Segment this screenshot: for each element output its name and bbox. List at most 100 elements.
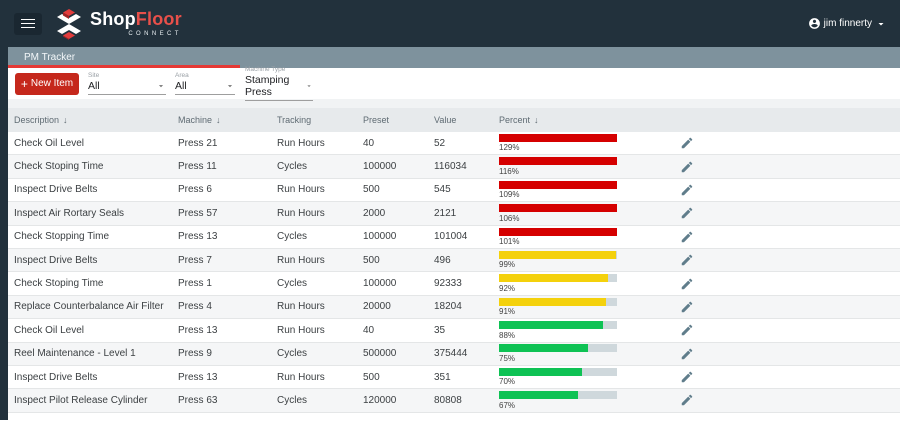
brand-title-floor: Floor xyxy=(135,9,182,29)
percent-bar-fill xyxy=(499,250,616,259)
cell-preset: 40 xyxy=(363,137,375,149)
dropdown-arrow-icon xyxy=(227,85,233,88)
table-row: Check Stoping Time Press 1 Cycles 100000… xyxy=(8,272,900,296)
shopfloor-logo-icon xyxy=(57,8,81,40)
cell-description: Check Stopping Time xyxy=(14,231,110,243)
cell-tracking: Run Hours xyxy=(277,254,325,266)
column-header-value[interactable]: Value xyxy=(434,115,457,125)
cell-percent: 116% xyxy=(499,157,680,176)
edit-row-button[interactable] xyxy=(680,347,694,361)
cell-percent: 92% xyxy=(499,274,680,293)
cell-machine: Press 63 xyxy=(178,394,218,406)
pencil-edit-icon xyxy=(681,301,693,313)
percent-bar-track xyxy=(499,367,617,376)
cell-tracking: Cycles xyxy=(277,231,308,243)
brand-title: ShopFloor xyxy=(90,9,182,29)
cell-description: Check Oil Level xyxy=(14,137,85,149)
cell-preset: 500 xyxy=(363,371,380,383)
spacer-band xyxy=(8,99,900,108)
edit-row-button[interactable] xyxy=(680,183,694,197)
table-row: Inspect Drive Belts Press 13 Run Hours 5… xyxy=(8,365,900,390)
cell-machine: Press 13 xyxy=(178,371,218,383)
cell-tracking: Cycles xyxy=(277,348,308,360)
cell-percent: 101% xyxy=(499,227,680,246)
cell-preset: 100000 xyxy=(363,278,397,290)
column-header-tracking[interactable]: Tracking xyxy=(277,115,312,125)
cell-percent: 88% xyxy=(499,321,680,340)
cell-value: 101004 xyxy=(434,231,468,243)
sort-down-icon: ↓ xyxy=(534,115,539,125)
percent-bar-fill xyxy=(499,321,603,330)
pencil-edit-icon xyxy=(681,325,693,336)
edit-row-button[interactable] xyxy=(680,323,694,337)
new-item-button[interactable]: + New Item xyxy=(15,72,79,95)
percent-bar-fill xyxy=(499,344,588,353)
cell-machine: Press 6 xyxy=(178,184,212,196)
percent-bar-track xyxy=(499,321,617,330)
percent-label: 92% xyxy=(499,283,516,293)
cell-tracking: Run Hours xyxy=(277,184,325,196)
cell-preset: 2000 xyxy=(363,207,386,219)
edit-row-button[interactable] xyxy=(680,277,694,291)
column-header-percent[interactable]: Percent ↓ xyxy=(499,115,539,125)
edit-row-button[interactable] xyxy=(680,253,694,267)
cell-description: Replace Counterbalance Air Filter xyxy=(14,301,164,313)
collapsed-sidebar-strip xyxy=(0,47,8,420)
edit-row-button[interactable] xyxy=(680,230,694,244)
cell-percent: 70% xyxy=(499,367,680,386)
cell-percent: 109% xyxy=(499,180,680,199)
pencil-edit-icon xyxy=(681,254,693,266)
percent-bar-track xyxy=(499,250,617,259)
cell-value: 2121 xyxy=(434,207,457,219)
cell-machine: Press 9 xyxy=(178,348,212,360)
column-header-machine[interactable]: Machine ↓ xyxy=(178,115,221,125)
table-row: Check Stopping Time Press 13 Cycles 1000… xyxy=(8,225,900,249)
percent-bar-track xyxy=(499,391,617,400)
cell-value: 545 xyxy=(434,184,451,196)
pencil-edit-icon xyxy=(681,395,693,406)
cell-percent: 106% xyxy=(499,204,680,223)
cell-preset: 500000 xyxy=(363,348,397,360)
cell-percent: 67% xyxy=(499,391,680,410)
cell-value: 116034 xyxy=(434,161,467,173)
table-row: Inspect Pilot Release Cylinder Press 63 … xyxy=(8,389,900,413)
edit-row-button[interactable] xyxy=(680,160,694,174)
edit-row-button[interactable] xyxy=(680,393,694,407)
active-tab-indicator xyxy=(8,65,240,68)
percent-bar-fill xyxy=(499,180,617,189)
table-body: Check Oil Level Press 21 Run Hours 40 52… xyxy=(8,132,900,413)
pencil-edit-icon xyxy=(681,278,693,289)
column-header-description[interactable]: Description ↓ xyxy=(14,115,68,125)
percent-label: 75% xyxy=(499,353,516,363)
percent-bar-fill xyxy=(499,157,617,166)
edit-row-button[interactable] xyxy=(680,206,694,220)
cell-machine: Press 13 xyxy=(178,231,218,243)
cell-preset: 40 xyxy=(363,324,375,336)
percent-label: 99% xyxy=(499,260,516,270)
cell-value: 92333 xyxy=(434,278,462,290)
machine-type-filter-select[interactable]: Machine Type Stamping Press xyxy=(245,66,313,101)
area-filter-select[interactable]: Area All xyxy=(175,72,235,95)
cell-description: Inspect Drive Belts xyxy=(14,254,98,266)
column-header-preset[interactable]: Preset xyxy=(363,115,390,125)
cell-description: Reel Maintenance - Level 1 xyxy=(14,348,136,360)
cell-percent: 129% xyxy=(499,133,680,152)
cell-machine: Press 1 xyxy=(178,278,212,290)
edit-row-button[interactable] xyxy=(680,370,694,384)
user-menu[interactable]: jim finnerty xyxy=(808,17,887,30)
tab-pm-tracker[interactable]: PM Tracker xyxy=(24,52,76,63)
cell-value: 35 xyxy=(434,324,446,336)
site-filter-select[interactable]: Site All xyxy=(88,72,166,95)
cell-tracking: Run Hours xyxy=(277,324,325,336)
brand-logo: ShopFloor CONNECT xyxy=(55,8,182,40)
cell-value: 52 xyxy=(434,137,446,149)
percent-bar-track xyxy=(499,344,617,353)
table-row: Check Oil Level Press 21 Run Hours 40 52… xyxy=(8,132,900,156)
edit-row-button[interactable] xyxy=(680,300,694,314)
edit-row-button[interactable] xyxy=(680,136,694,150)
cell-machine: Press 7 xyxy=(178,254,212,266)
cell-tracking: Cycles xyxy=(277,161,308,173)
table-row: Replace Counterbalance Air Filter Press … xyxy=(8,295,900,320)
pencil-edit-icon xyxy=(681,184,693,196)
menu-hamburger-button[interactable] xyxy=(14,12,42,35)
